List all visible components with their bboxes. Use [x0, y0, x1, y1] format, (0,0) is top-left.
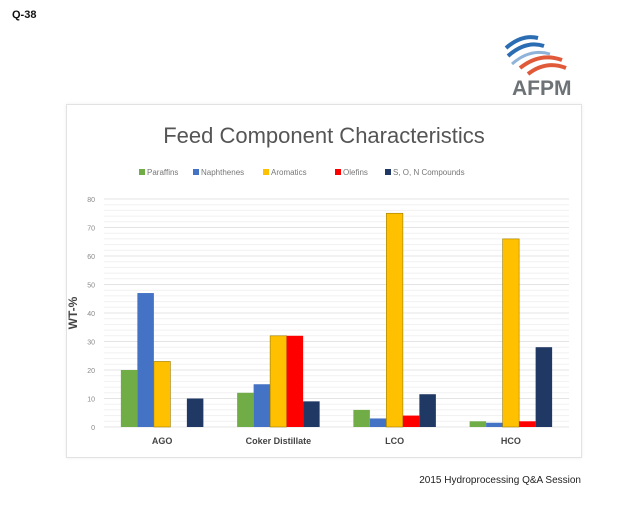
legend-swatch — [193, 169, 199, 175]
legend-label: Paraffins — [147, 168, 178, 177]
x-tick-label: Coker Distillate — [246, 436, 312, 446]
bar-chart: Feed Component Characteristics Paraffins N… — [66, 123, 569, 446]
bar-aromatics-hco — [502, 238, 520, 428]
legend-label: Naphthenes — [201, 168, 244, 177]
y-tick-label: 0 — [91, 425, 95, 432]
legend-swatch — [263, 169, 269, 175]
bar-olefins-lco — [402, 415, 420, 427]
bar-s-o-n-compounds-hco — [535, 347, 553, 427]
bar-aromatics-lco — [386, 212, 404, 428]
question-number: Q-38 — [12, 9, 37, 21]
legend-label: Aromatics — [271, 168, 307, 177]
bar-aromatics-coker-distillate — [269, 335, 287, 428]
footer-text: 2015 Hydroprocessing Q&A Session — [419, 475, 581, 486]
y-axis-label: WT-% — [67, 296, 80, 329]
y-tick-label: 60 — [87, 254, 95, 261]
bar-naphthenes-coker-distillate — [253, 384, 271, 427]
y-tick-label: 30 — [87, 340, 95, 347]
bar-naphthenes-ago — [137, 293, 154, 427]
legend-swatch — [139, 169, 145, 175]
bar-olefins-coker-distillate — [286, 335, 304, 427]
y-tick-label: 10 — [87, 397, 95, 404]
bar-aromatics-ago — [153, 361, 171, 428]
bar-naphthenes-lco — [369, 418, 387, 427]
bar-s-o-n-compounds-lco — [419, 394, 436, 427]
bar-paraffins-hco — [469, 421, 487, 427]
y-tick-label: 80 — [87, 197, 95, 204]
legend-swatch — [385, 169, 391, 175]
bar-paraffins-ago — [120, 370, 138, 427]
legend-swatch — [335, 169, 341, 175]
legend-label: S, O, N Compounds — [393, 168, 465, 177]
bar-s-o-n-compounds-coker-distillate — [303, 401, 320, 427]
y-tick-label: 70 — [87, 226, 95, 233]
y-tick-label: 20 — [87, 368, 95, 375]
x-tick-label: LCO — [385, 436, 404, 446]
bar-s-o-n-compounds-ago — [186, 398, 204, 427]
afpm-logo-icon — [504, 35, 567, 76]
logo-text: AFPM — [512, 77, 572, 100]
bar-paraffins-lco — [353, 409, 370, 427]
x-tick-label: HCO — [501, 436, 521, 446]
x-tick-label: AGO — [152, 436, 173, 446]
chart-title: Feed Component Characteristics — [163, 123, 485, 148]
bar-olefins-hco — [519, 421, 536, 427]
legend-label: Olefins — [343, 168, 368, 177]
bar-naphthenes-hco — [486, 422, 503, 427]
bar-paraffins-coker-distillate — [237, 392, 254, 427]
y-tick-label: 50 — [87, 283, 95, 290]
y-tick-label: 40 — [87, 311, 95, 318]
chart-frame: Feed Component Characteristics Paraffins N… — [66, 104, 582, 458]
